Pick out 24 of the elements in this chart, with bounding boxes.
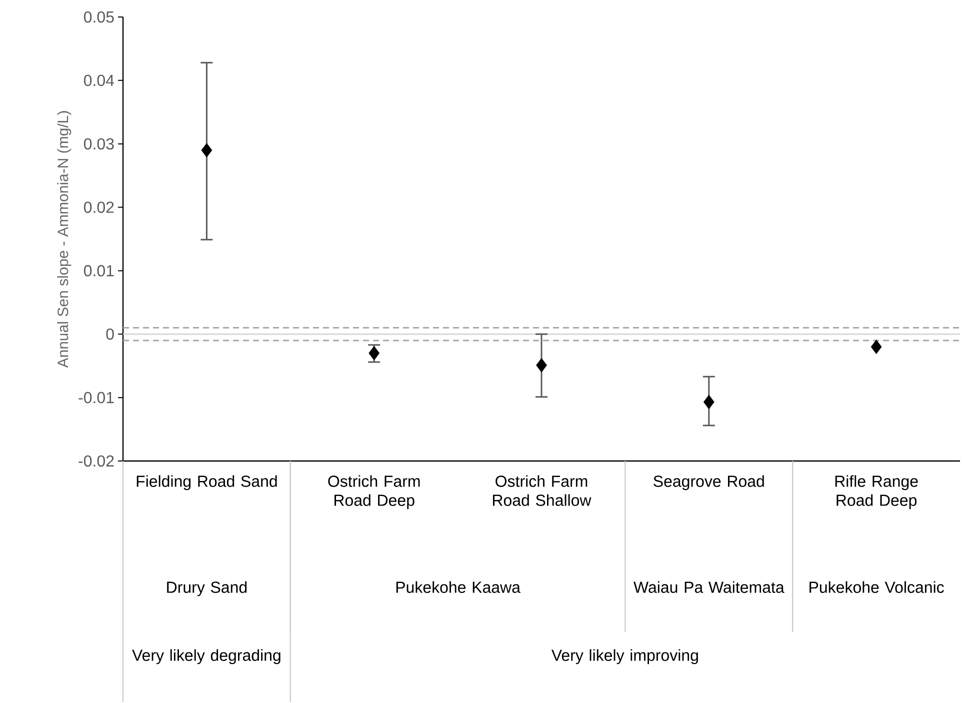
y-tick-label: 0.02 [84,202,114,214]
x-tick-label: Ostrich Farm Road Shallow [493,475,592,506]
y-tick-label: 0.01 [84,265,114,277]
text: Very likely degrading [132,649,280,664]
x-tick-label: Ostrich Farm Road Deep [328,475,420,510]
text: Waiau Pa Waitemata [634,581,784,594]
x-tick-label: Fielding Road Sand [136,475,277,490]
x-tick-label: Seagrove Road [654,475,764,490]
text: Pukekohe Kaawa [396,581,520,594]
y-tick-label: -0.01 [78,392,114,404]
y-tick-label: -0.02 [78,456,114,467]
text: Very likely improving [551,649,698,664]
y-tick-label: 0.05 [84,12,114,23]
x-tick-label: Rifle Range Road Deep [835,475,918,510]
point [536,358,547,373]
y-tick-label: 0.04 [84,74,114,86]
y-axis-title: Annual Sen slope - Ammonia-N (mg/L) [57,111,72,368]
text: Pukekohe Volcanic [810,581,944,594]
y-tick-label: 0.03 [84,138,114,150]
y-tick-label: 0 [106,328,114,340]
point [703,395,714,410]
point [870,340,882,354]
point [201,143,212,158]
text: Drury Sand [167,581,247,596]
